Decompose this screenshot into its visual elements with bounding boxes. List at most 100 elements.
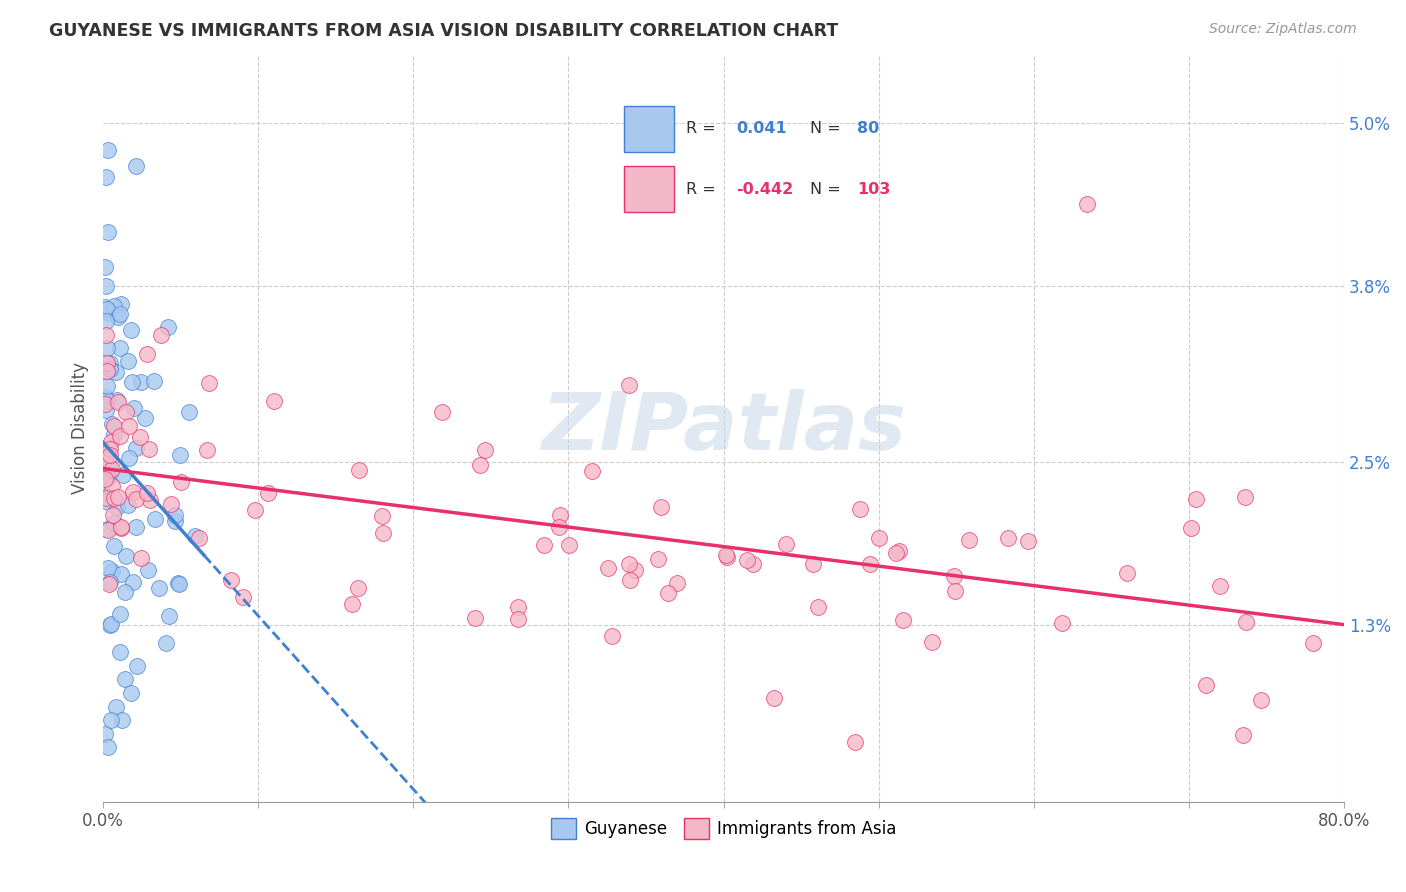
- Point: [125, 159, 148, 173]
- Point: [943, 584, 966, 599]
- Point: [129, 375, 152, 389]
- Point: [169, 448, 191, 462]
- Point: [122, 574, 145, 589]
- Point: [581, 464, 603, 478]
- Point: [120, 686, 142, 700]
- Legend: Guyanese, Immigrants from Asia: Guyanese, Immigrants from Asia: [544, 812, 903, 846]
- Point: [110, 307, 132, 321]
- Point: [108, 429, 131, 443]
- Point: [121, 375, 143, 389]
- Point: [889, 544, 911, 558]
- Point: [198, 376, 221, 390]
- Point: [101, 417, 124, 431]
- Point: [103, 419, 125, 434]
- Point: [136, 563, 159, 577]
- Point: [150, 328, 173, 343]
- Point: [96, 522, 118, 536]
- Point: [221, 573, 243, 587]
- Point: [96, 341, 118, 355]
- Point: [243, 503, 266, 517]
- Point: [117, 354, 139, 368]
- Point: [100, 564, 122, 578]
- Point: [98, 448, 121, 462]
- Point: [108, 607, 131, 621]
- Point: [94, 390, 117, 404]
- Point: [957, 533, 980, 548]
- Point: [600, 629, 623, 643]
- Point: [103, 539, 125, 553]
- Point: [98, 442, 121, 457]
- Point: [96, 278, 118, 293]
- Point: [97, 577, 120, 591]
- Point: [801, 557, 824, 571]
- Point: [943, 569, 966, 583]
- Point: [134, 410, 156, 425]
- Point: [96, 379, 118, 393]
- Point: [548, 508, 571, 522]
- Point: [96, 393, 118, 408]
- Point: [197, 443, 219, 458]
- Point: [666, 576, 689, 591]
- Point: [547, 520, 569, 534]
- Point: [114, 673, 136, 687]
- Point: [104, 365, 127, 379]
- Point: [108, 342, 131, 356]
- Point: [93, 472, 115, 486]
- Point: [762, 691, 785, 706]
- Point: [98, 362, 121, 376]
- Point: [157, 320, 180, 334]
- Point: [1017, 534, 1039, 549]
- Point: [114, 405, 136, 419]
- Point: [107, 395, 129, 409]
- Point: [110, 566, 132, 581]
- Point: [775, 537, 797, 551]
- Point: [103, 427, 125, 442]
- Point: [136, 347, 159, 361]
- Point: [347, 581, 370, 595]
- Point: [1180, 521, 1202, 535]
- Point: [148, 581, 170, 595]
- Point: [1195, 678, 1218, 692]
- Point: [94, 491, 117, 505]
- Point: [98, 356, 121, 370]
- Point: [93, 452, 115, 467]
- Point: [97, 459, 120, 474]
- Point: [142, 375, 165, 389]
- Point: [105, 392, 128, 407]
- Point: [103, 491, 125, 506]
- Point: [111, 713, 134, 727]
- Point: [93, 300, 115, 314]
- Point: [468, 458, 491, 472]
- Point: [98, 574, 121, 589]
- Point: [100, 617, 122, 632]
- Point: [127, 658, 149, 673]
- Point: [98, 618, 121, 632]
- Point: [647, 551, 669, 566]
- Point: [844, 735, 866, 749]
- Point: [163, 514, 186, 528]
- Point: [1234, 615, 1257, 629]
- Point: [93, 260, 115, 275]
- Point: [97, 441, 120, 455]
- Point: [110, 297, 132, 311]
- Point: [619, 558, 641, 572]
- Point: [97, 143, 120, 157]
- Point: [122, 401, 145, 415]
- Point: [506, 612, 529, 626]
- Point: [129, 430, 152, 444]
- Point: [100, 461, 122, 475]
- Point: [624, 563, 647, 577]
- Point: [859, 557, 882, 571]
- Point: [371, 525, 394, 540]
- Point: [1232, 728, 1254, 742]
- Point: [1115, 566, 1137, 580]
- Point: [104, 699, 127, 714]
- Point: [143, 512, 166, 526]
- Text: ZIPatlas: ZIPatlas: [541, 389, 905, 467]
- Point: [188, 531, 211, 545]
- Point: [506, 599, 529, 614]
- Point: [157, 609, 180, 624]
- Point: [257, 486, 280, 500]
- Point: [131, 551, 153, 566]
- Point: [163, 508, 186, 523]
